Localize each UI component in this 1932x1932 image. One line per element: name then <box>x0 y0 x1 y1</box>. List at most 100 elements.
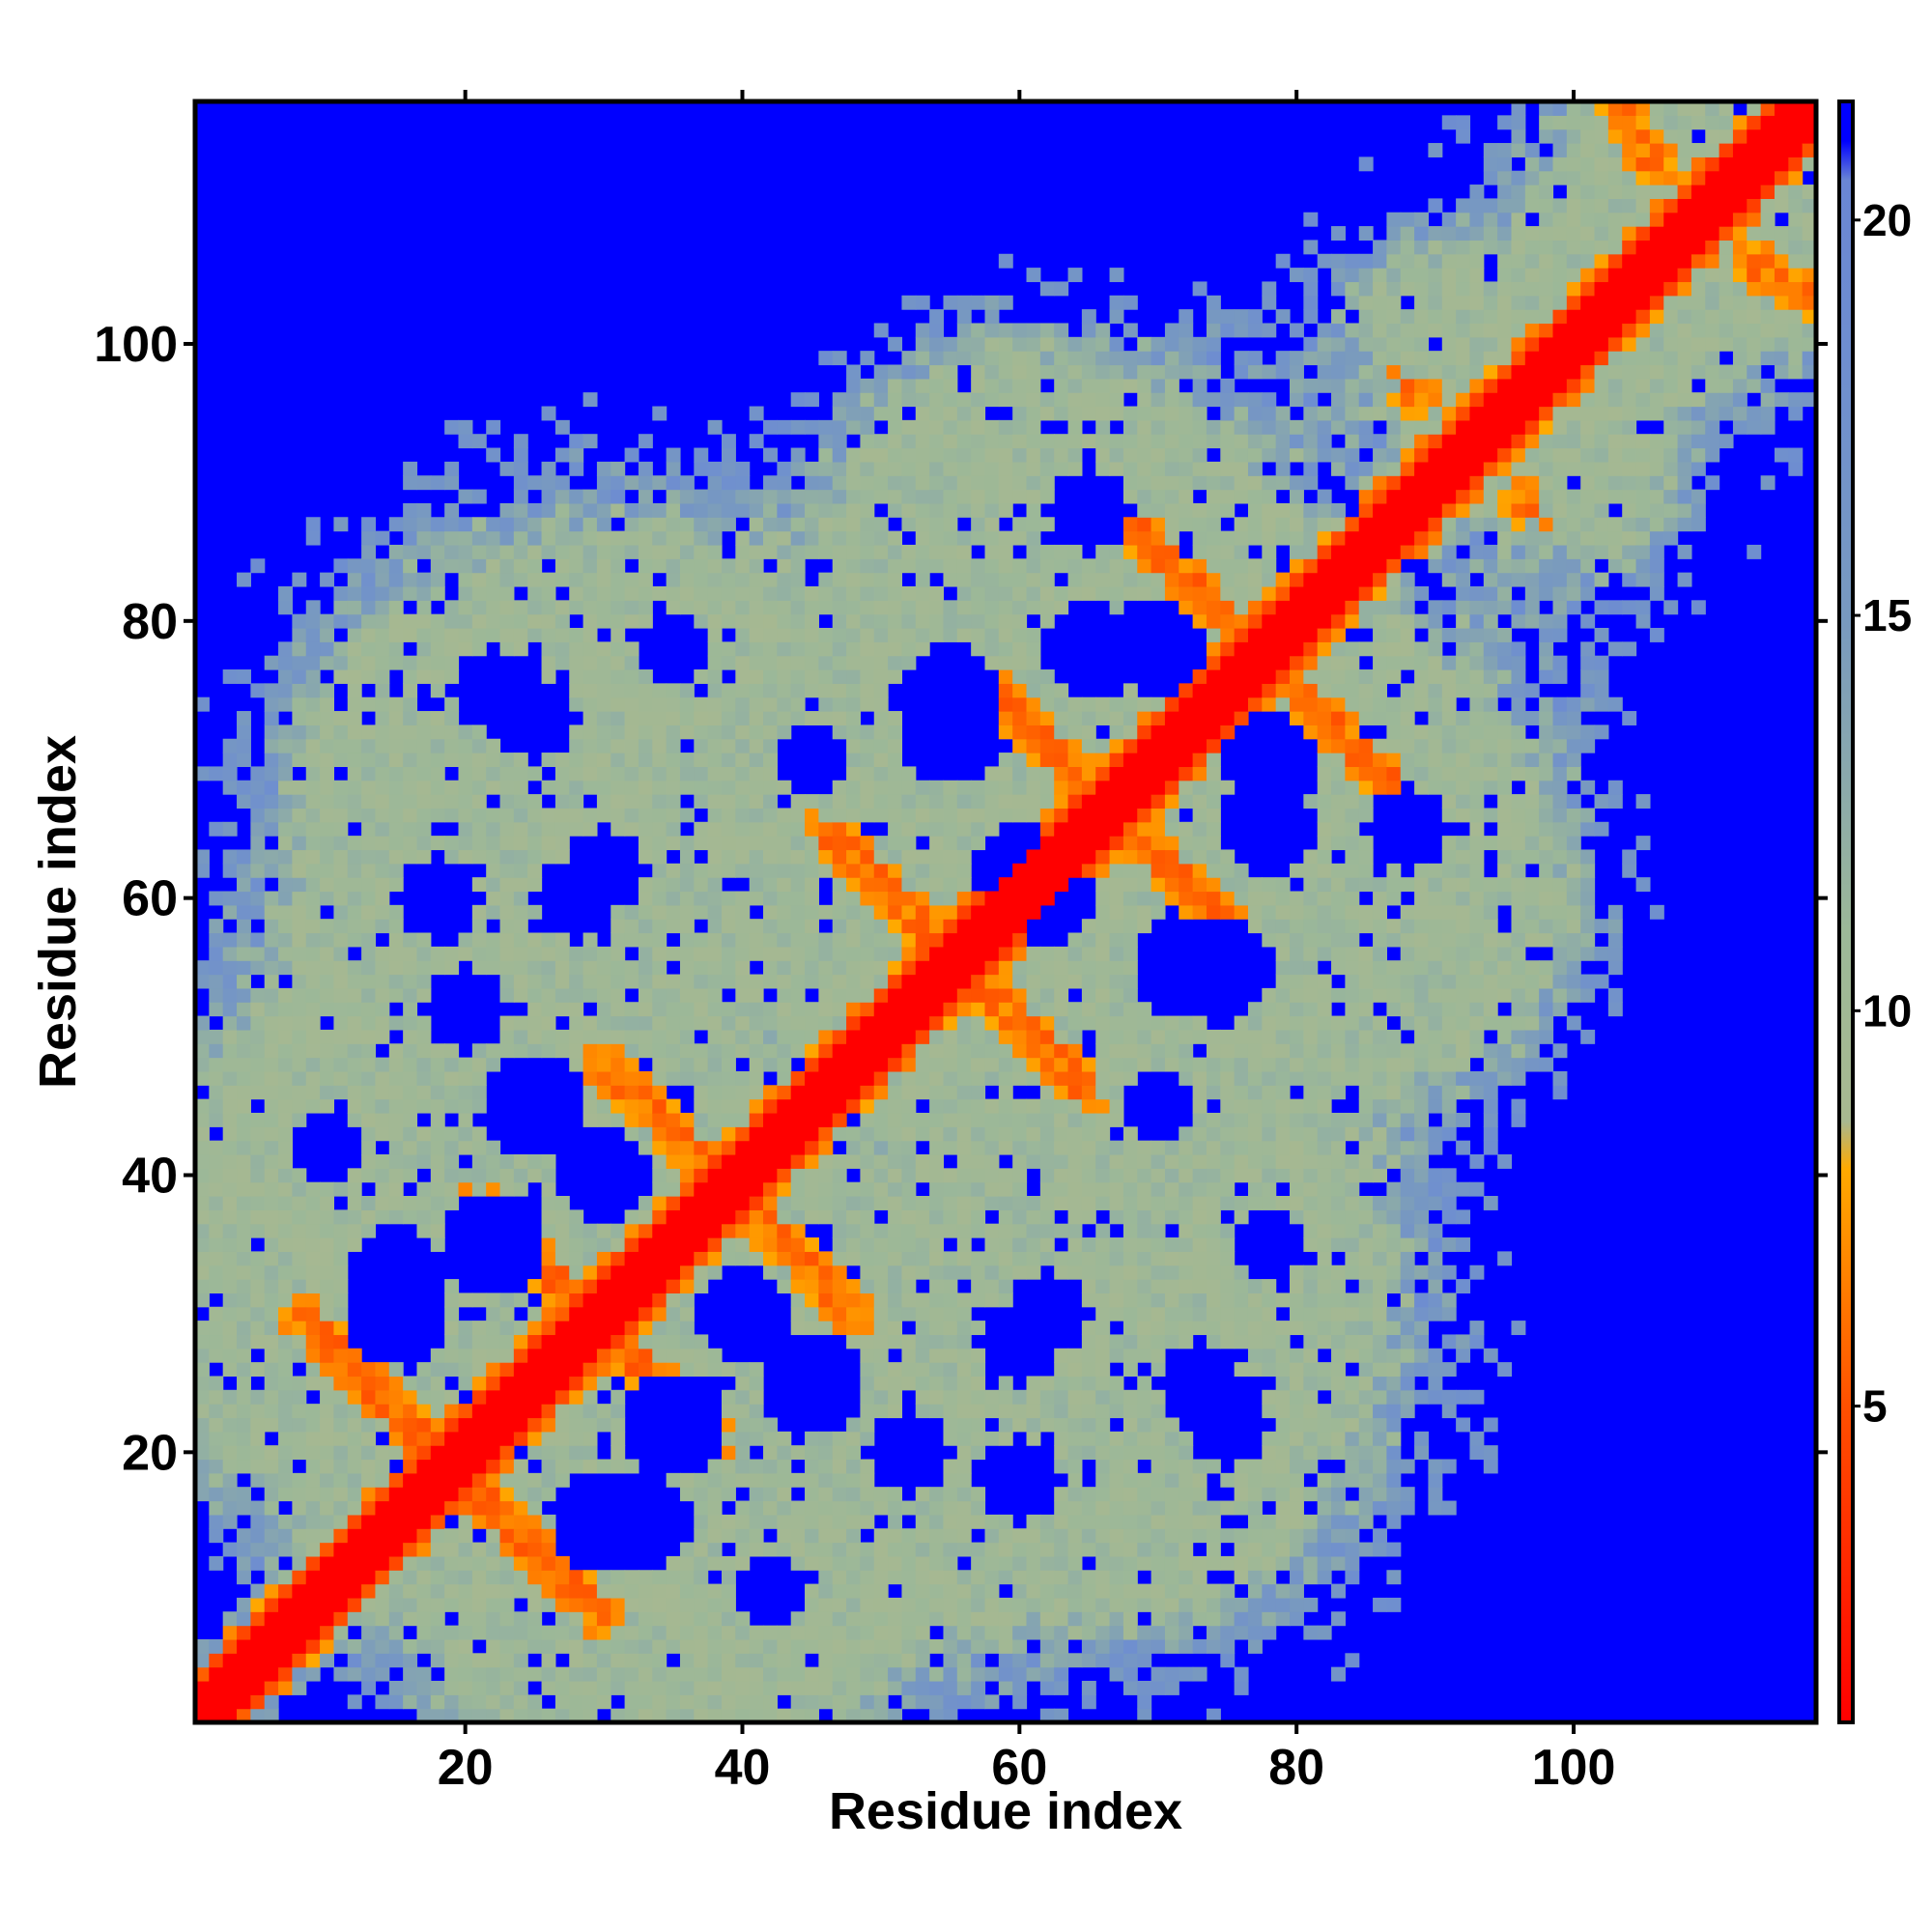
heatmap-cell <box>749 600 764 615</box>
heatmap-cell <box>832 808 847 823</box>
heatmap-cell <box>361 1542 377 1557</box>
heatmap-cell <box>305 613 321 629</box>
heatmap-cell <box>444 530 460 546</box>
heatmap-cell <box>998 600 1013 615</box>
heatmap-cell <box>860 808 875 823</box>
heatmap-cell <box>305 1583 321 1599</box>
heatmap-cell <box>984 461 1000 476</box>
heatmap-cell <box>361 1487 377 1502</box>
heatmap-cell <box>237 1085 251 1100</box>
heatmap-cell <box>554 1043 570 1059</box>
heatmap-cell <box>749 1389 764 1405</box>
heatmap-cell <box>1026 1376 1041 1391</box>
heatmap-cell <box>971 530 986 546</box>
heatmap-cell <box>721 1126 736 1142</box>
heatmap-cell <box>209 946 224 961</box>
heatmap-cell <box>763 475 778 491</box>
heatmap-cell <box>375 1209 390 1225</box>
heatmap-cell <box>694 544 709 559</box>
heatmap-cell <box>388 558 404 574</box>
heatmap-cell <box>596 753 611 768</box>
heatmap-cell <box>1109 1528 1124 1544</box>
heatmap-cell <box>333 919 349 934</box>
heatmap-cell <box>1081 1098 1096 1114</box>
heatmap-cell <box>375 1362 390 1378</box>
heatmap-cell <box>486 891 501 906</box>
heatmap-cell <box>956 1653 972 1668</box>
heatmap-cell <box>1067 1070 1083 1086</box>
heatmap-cell <box>832 475 847 491</box>
heatmap-cell <box>1067 392 1083 408</box>
heatmap-cell <box>1026 447 1041 463</box>
heatmap-cell <box>388 1514 404 1529</box>
heatmap-cell <box>943 1293 958 1308</box>
heatmap-cell <box>499 1389 515 1405</box>
heatmap-cell <box>1067 1348 1083 1363</box>
heatmap-cell <box>846 1043 862 1059</box>
heatmap-cell <box>777 821 792 837</box>
heatmap-cell <box>264 1293 279 1308</box>
heatmap-cell <box>1054 1264 1069 1280</box>
heatmap-cell <box>707 1583 723 1599</box>
heatmap-cell <box>624 932 639 948</box>
heatmap-cell <box>735 1666 751 1682</box>
heatmap-cell <box>596 1043 611 1059</box>
heatmap-cell <box>707 627 723 642</box>
heatmap-cell <box>333 600 349 615</box>
heatmap-cell <box>763 669 778 684</box>
heatmap-cell <box>471 1459 487 1474</box>
heatmap-cell <box>846 600 862 615</box>
heatmap-cell <box>237 974 251 989</box>
heatmap-cell <box>638 711 653 725</box>
heatmap-cell <box>1081 1321 1096 1336</box>
heatmap-cell <box>721 1666 736 1682</box>
heatmap-cell <box>638 502 653 518</box>
heatmap-cell <box>998 1680 1013 1695</box>
heatmap-cell <box>888 1085 903 1100</box>
heatmap-cell <box>486 1487 501 1502</box>
heatmap-cell <box>458 1528 473 1544</box>
heatmap-cell <box>1067 1389 1083 1405</box>
heatmap-cell <box>1095 1334 1111 1350</box>
heatmap-cell <box>721 1570 736 1585</box>
heatmap-cell <box>375 738 390 753</box>
heatmap-cell <box>416 1555 432 1571</box>
heatmap-cell <box>998 1140 1013 1155</box>
heatmap-cell <box>873 1666 889 1682</box>
heatmap-cell <box>888 1625 903 1640</box>
heatmap-cell <box>901 1694 917 1710</box>
heatmap-cell <box>554 836 570 851</box>
heatmap-cell <box>790 1611 806 1627</box>
heatmap-cell <box>375 1528 390 1544</box>
heatmap-cell <box>638 1264 653 1280</box>
heatmap-cell <box>873 1002 889 1017</box>
heatmap-cell <box>444 419 460 435</box>
heatmap-cell <box>818 1306 834 1321</box>
heatmap-cell <box>278 1168 293 1183</box>
heatmap-cell <box>1122 1251 1138 1266</box>
heatmap-cell <box>707 461 723 476</box>
heatmap-cell <box>943 489 958 504</box>
heatmap-cell <box>971 1389 986 1405</box>
heatmap-cell <box>694 1181 709 1197</box>
heatmap-cell <box>1026 268 1041 283</box>
heatmap-cell <box>209 1140 224 1155</box>
heatmap-cell <box>264 1597 279 1612</box>
heatmap-cell <box>915 406 930 421</box>
heatmap-cell <box>237 960 251 976</box>
heatmap-cell <box>749 877 764 893</box>
heatmap-cell <box>721 683 736 698</box>
heatmap-cell <box>1054 1376 1069 1391</box>
heatmap-cell <box>971 1196 986 1210</box>
heatmap-cell <box>832 919 847 934</box>
heatmap-cell <box>679 1625 695 1640</box>
heatmap-cell <box>666 1251 681 1266</box>
heatmap-cell <box>1026 1555 1041 1571</box>
heatmap-cell <box>237 1112 251 1127</box>
heatmap-cell <box>984 1528 1000 1544</box>
heatmap-cell <box>1039 1638 1055 1654</box>
heatmap-cell <box>818 1112 834 1127</box>
heatmap-cell <box>527 475 543 491</box>
heatmap-cell <box>998 1376 1013 1391</box>
heatmap-cell <box>554 932 570 948</box>
